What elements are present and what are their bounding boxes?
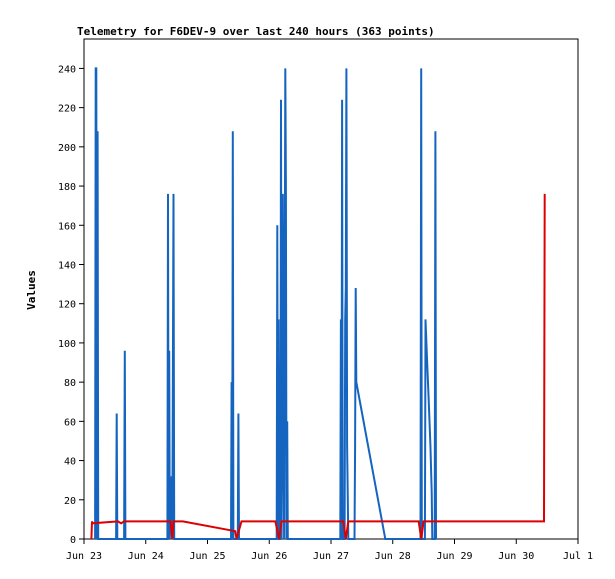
y-tick-label: 120 xyxy=(58,300,76,311)
y-tick-label: 180 xyxy=(58,182,76,193)
y-tick-label: 0 xyxy=(70,535,76,546)
x-tick-label: Jun 29 xyxy=(436,551,472,562)
x-tick-label: Jun 28 xyxy=(375,551,411,562)
y-tick-label: 20 xyxy=(64,496,76,507)
y-tick-label: 160 xyxy=(58,221,76,232)
plot-area xyxy=(83,38,579,540)
y-tick-label: 40 xyxy=(64,457,76,468)
x-tick-label: Jun 26 xyxy=(251,551,287,562)
y-tick-label: 220 xyxy=(58,104,76,115)
y-tick-label: 140 xyxy=(58,260,76,271)
x-tick-label: Jun 27 xyxy=(313,551,349,562)
series-layer xyxy=(90,67,546,540)
x-tick-label: Jun 30 xyxy=(498,551,534,562)
x-tick-label: Jun 24 xyxy=(128,551,164,562)
y-axis-label: Values xyxy=(25,270,38,310)
y-tick-label: 200 xyxy=(58,143,76,154)
y-tick-label: 100 xyxy=(58,339,76,350)
y-axis: 0 20 40 60 80 100 120 140 160 180 200 220 240 xyxy=(58,64,84,546)
x-tick-label: Jul 1 xyxy=(563,551,593,562)
series-line-1 xyxy=(94,67,437,540)
x-axis: Jun 23 Jun 24 Jun 25 Jun 26 Jun 27 Jun 28 Jun … xyxy=(66,539,593,562)
y-tick-label: 60 xyxy=(64,417,76,428)
series-line-2 xyxy=(90,193,546,540)
y-tick-label: 240 xyxy=(58,64,76,75)
x-tick-label: Jun 25 xyxy=(189,551,225,562)
x-tick-label: Jun 23 xyxy=(66,551,102,562)
y-tick-label: 80 xyxy=(64,378,76,389)
chart-title: Telemetry for F6DEV-9 over last 240 hour… xyxy=(77,25,435,38)
